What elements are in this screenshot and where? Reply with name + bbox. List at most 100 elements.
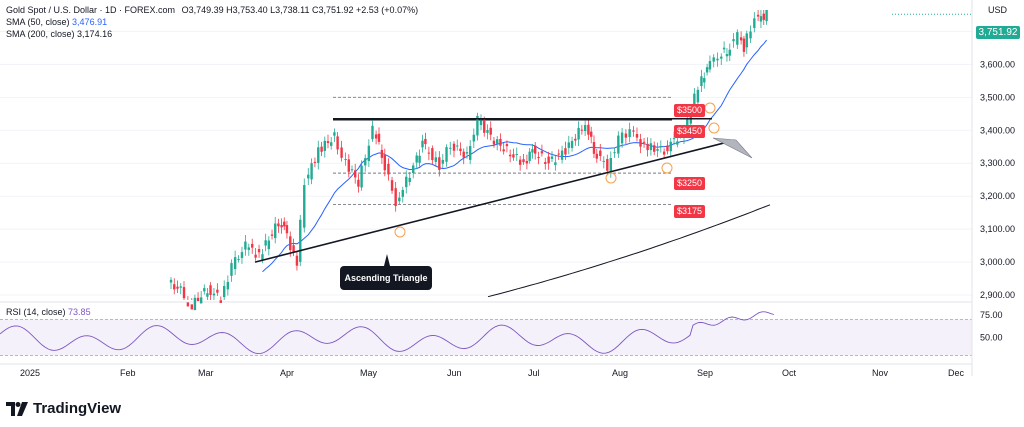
candle-body xyxy=(550,156,554,159)
candle-body xyxy=(261,254,264,260)
candle-body xyxy=(525,161,529,164)
x-tick-label: Dec xyxy=(948,368,965,378)
candle-body xyxy=(206,293,209,297)
y-tick-label: 3,400.00 xyxy=(980,125,1015,135)
candle-body xyxy=(583,125,587,132)
candle-body xyxy=(270,234,274,236)
sma200-legend[interactable]: SMA (200, close) 3,174.16 xyxy=(6,28,112,40)
candle-body xyxy=(401,189,404,197)
candle-body xyxy=(176,286,179,289)
candle-body xyxy=(528,151,531,161)
candle-body xyxy=(472,134,475,142)
candle-body xyxy=(233,257,237,270)
candle-body xyxy=(333,132,336,136)
candle-body xyxy=(547,156,550,164)
candle-body xyxy=(295,255,299,266)
candle-body xyxy=(686,119,689,127)
chart-grid xyxy=(0,30,972,303)
candle-body xyxy=(285,225,289,234)
candle-body xyxy=(169,279,173,283)
candle-body xyxy=(505,144,509,147)
candle-body xyxy=(199,297,203,304)
x-tick-label: Apr xyxy=(280,368,294,378)
candle-body xyxy=(347,159,350,172)
y-tick-label: 2,900.00 xyxy=(980,290,1015,300)
candle-body xyxy=(182,287,186,299)
candle-body xyxy=(412,165,415,174)
candle-body xyxy=(219,300,222,303)
candle-body xyxy=(257,249,261,253)
candle-body xyxy=(669,141,672,152)
price-tag-3250: $3250 xyxy=(674,177,706,190)
candle-body xyxy=(728,49,731,56)
candle-body xyxy=(595,153,598,159)
candle-body xyxy=(649,143,653,151)
candle-body xyxy=(632,130,635,132)
candle-body xyxy=(672,138,676,140)
brand-logo[interactable]: TradingView xyxy=(6,400,121,417)
candle-body xyxy=(367,145,371,162)
candle-body xyxy=(659,145,663,147)
candle-body xyxy=(639,139,642,147)
rsi-legend[interactable]: RSI (14, close) 73.85 xyxy=(6,306,91,318)
candle-body xyxy=(708,61,712,70)
candle-body xyxy=(554,162,557,165)
candle-body xyxy=(567,142,570,148)
candle-body xyxy=(418,155,421,163)
candle-body xyxy=(759,16,763,22)
candle-body xyxy=(486,130,489,133)
candle-body xyxy=(317,147,320,163)
candle-body xyxy=(712,57,715,62)
candle-body xyxy=(387,163,390,175)
candle-body xyxy=(580,129,584,131)
candle-body xyxy=(390,180,394,191)
candle-body xyxy=(421,140,424,148)
candle-body xyxy=(617,135,620,154)
candle-body xyxy=(635,134,639,138)
candle-body xyxy=(251,243,254,248)
candle-body xyxy=(609,158,612,172)
candle-body xyxy=(330,142,333,146)
candle-body xyxy=(289,236,292,251)
y-tick-label: 3,600.00 xyxy=(980,59,1015,69)
candle-body xyxy=(445,147,448,162)
candle-body xyxy=(508,154,512,157)
x-tick-label: Nov xyxy=(872,368,889,378)
candle-body xyxy=(606,159,609,171)
candle-body xyxy=(656,149,659,151)
candle-body xyxy=(310,163,313,180)
candle-body xyxy=(696,89,700,103)
candle-body xyxy=(434,157,438,162)
sma50-label: SMA (50, close) xyxy=(6,17,70,27)
rsi-band xyxy=(0,319,972,356)
x-tick-label: May xyxy=(360,368,378,378)
candle-body xyxy=(544,162,547,164)
candle-body xyxy=(676,141,679,145)
rsi-panel xyxy=(0,311,972,356)
time-axis[interactable]: 2025 Feb Mar Apr May Jun Jul Aug Sep Oct Nov Dec xyxy=(0,363,972,378)
candle-body xyxy=(570,140,574,148)
candle-body xyxy=(587,124,590,135)
candle-body xyxy=(749,31,752,39)
candle-body xyxy=(193,297,197,311)
rsi-tick-label: 50.00 xyxy=(980,333,1003,343)
last-price-badge: 3,751.92 xyxy=(976,26,1020,39)
candle-body xyxy=(496,139,499,144)
price-axis[interactable]: 3,700.003,600.003,500.003,400.003,300.00… xyxy=(971,0,1015,376)
candle-body xyxy=(449,147,452,149)
candle-body xyxy=(756,14,760,17)
candle-body xyxy=(223,286,226,298)
candle-body xyxy=(590,131,593,137)
candle-body xyxy=(515,153,518,155)
candle-body xyxy=(489,127,492,135)
candle-body xyxy=(431,148,434,161)
rsi-value: 73.85 xyxy=(68,307,91,317)
candle-body xyxy=(190,304,193,310)
candle-body xyxy=(662,151,666,155)
candle-body xyxy=(522,159,525,163)
sma50-legend[interactable]: SMA (50, close) 3,476.91 xyxy=(6,16,107,28)
candle-body xyxy=(237,258,240,260)
candle-body xyxy=(173,284,176,290)
candle-body xyxy=(518,159,522,165)
